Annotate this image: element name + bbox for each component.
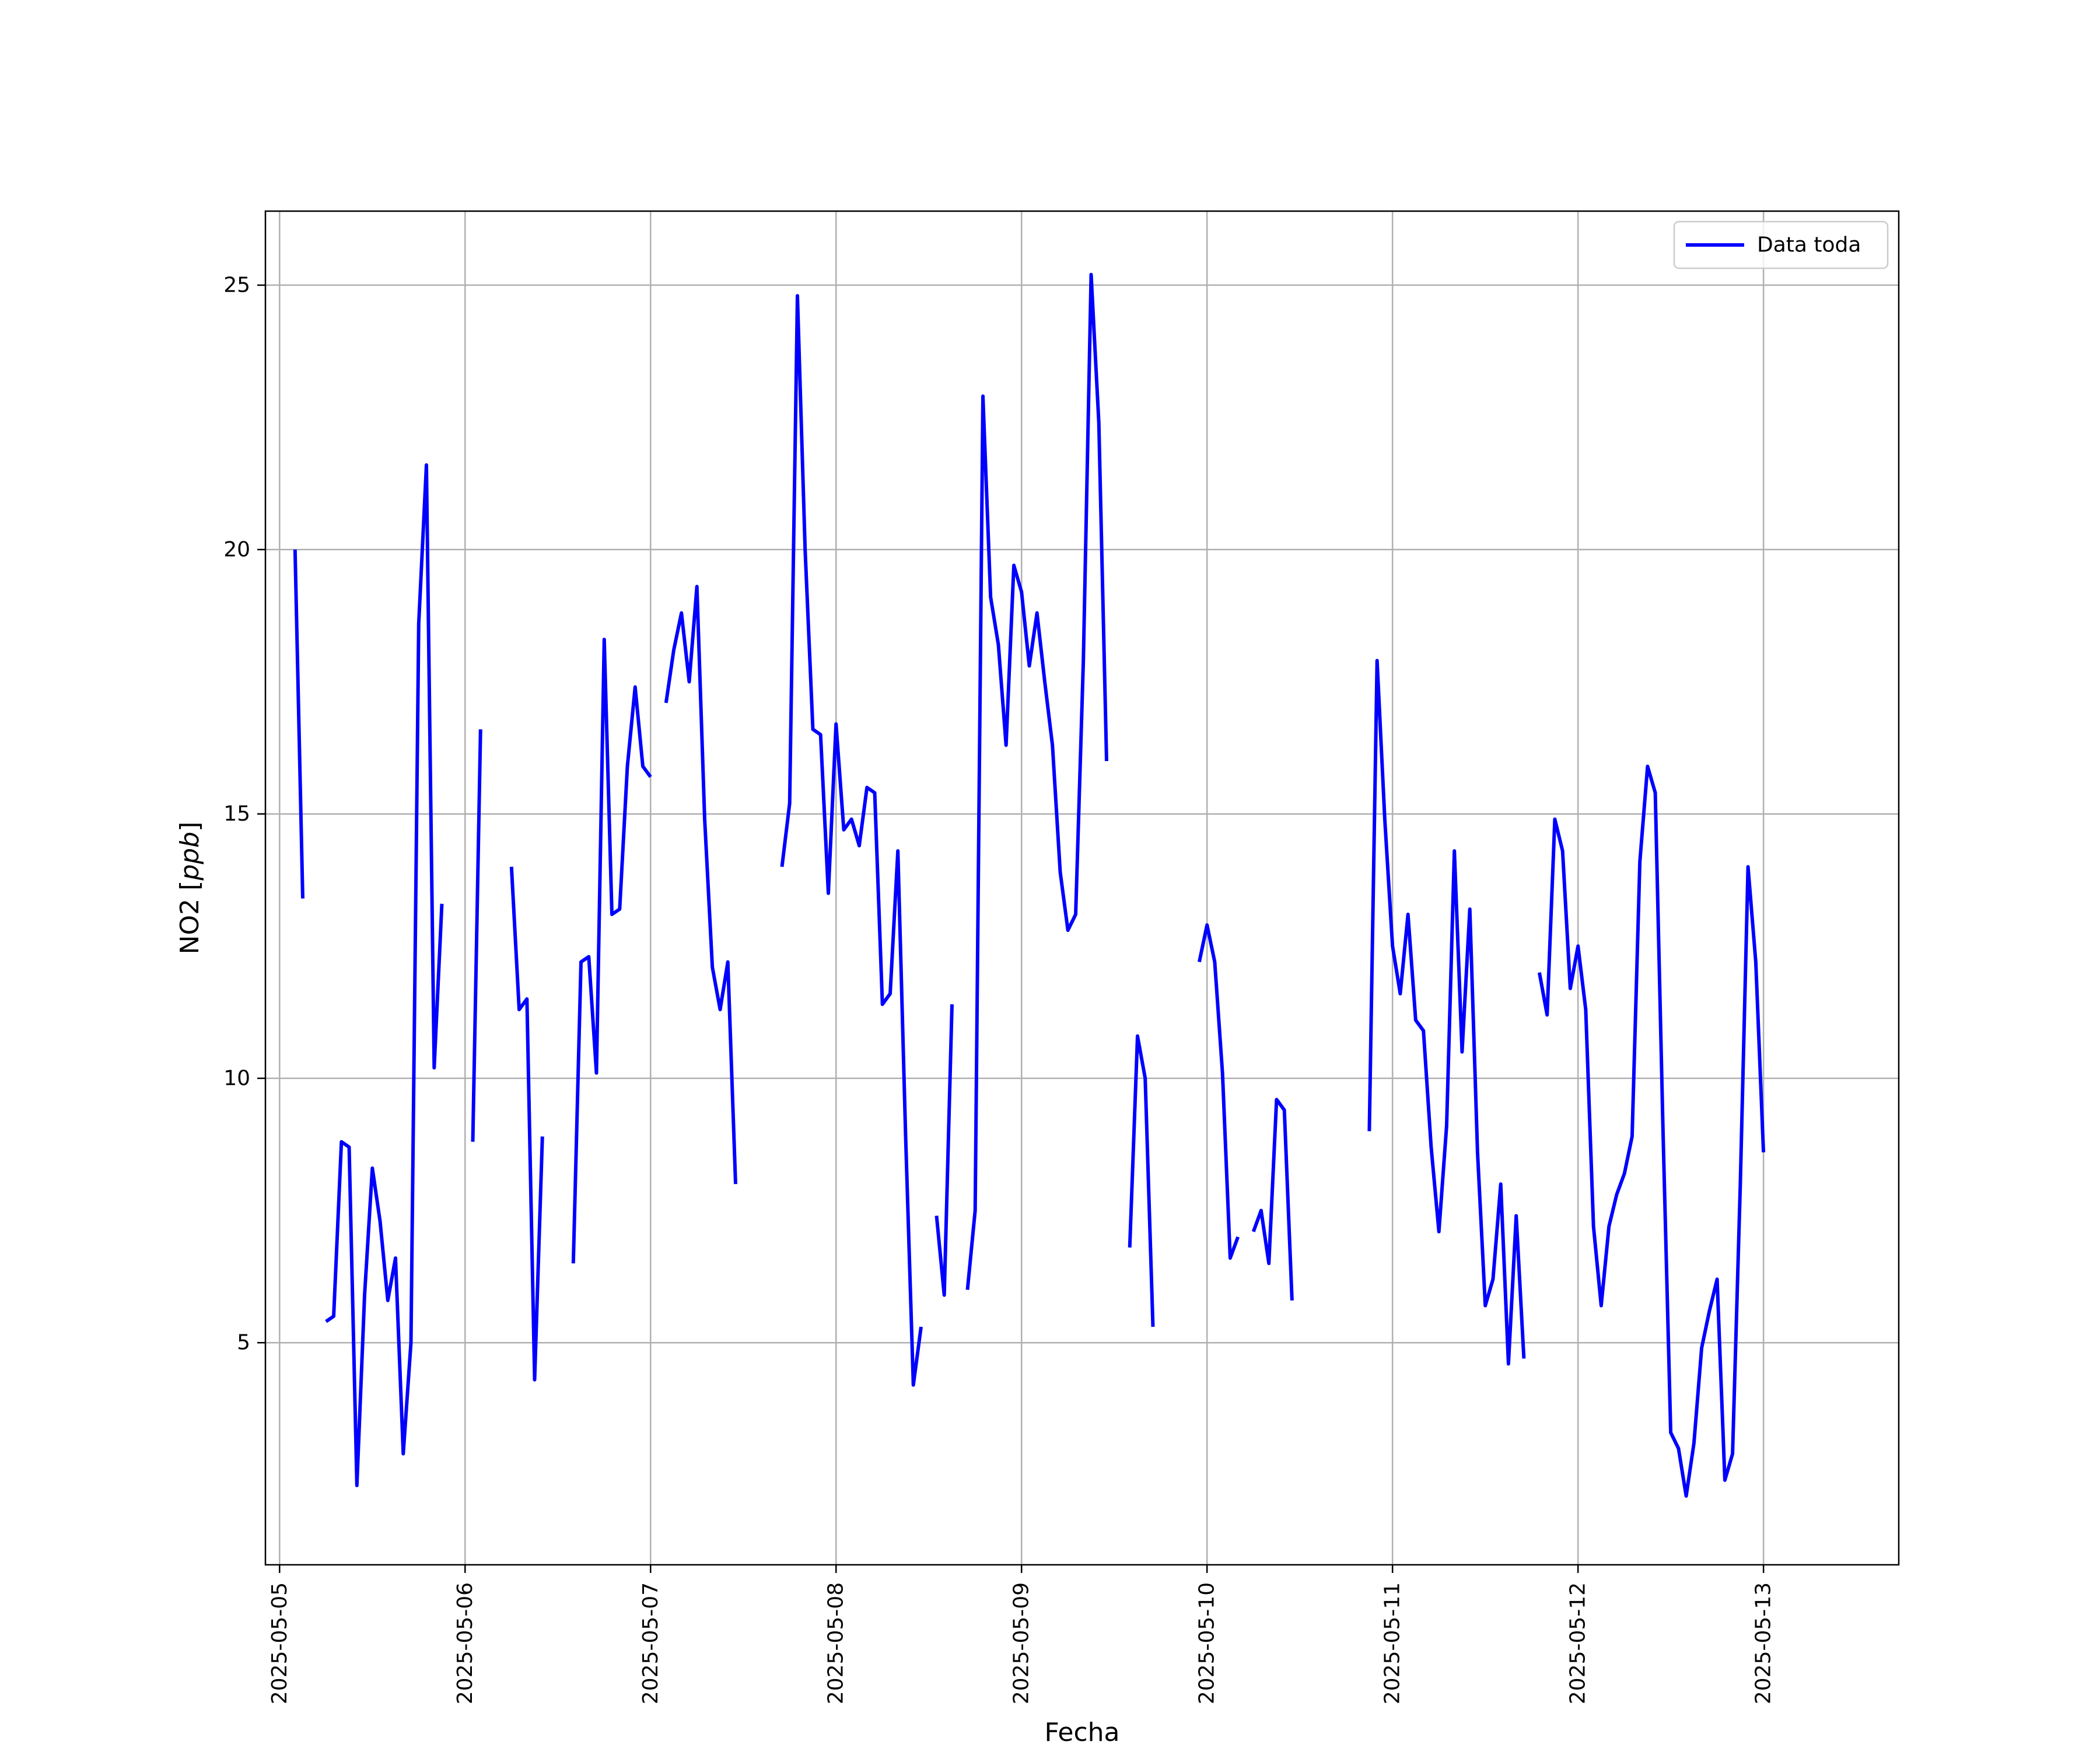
x-tick-label: 2025-05-10 [1195,1582,1219,1704]
y-axis-label-prefix: NO2 [ [175,881,205,955]
legend: Data toda [1673,220,1889,269]
grid [265,211,1899,1565]
x-tick-label: 2025-05-09 [1010,1582,1034,1704]
series-line-segment [965,272,1108,1290]
y-tick-label: 20 [223,538,250,562]
x-tick-label: 2025-05-13 [1752,1582,1776,1704]
y-tick-label: 15 [223,802,250,826]
legend-label-data-toda: Data toda [1757,233,1861,257]
y-axis-label-suffix: ] [175,822,205,832]
series-line-segment [1537,765,1766,1498]
axis-ticks: 2025-05-05 2025-05-06 2025-05-07 2025-05-08… [223,273,1775,1704]
series-line-segment [571,637,652,1264]
y-axis-label: NO2 [ppb] [175,822,205,955]
plot-area-frame [264,210,1900,1566]
y-axis-label-unit: ppb [175,832,205,881]
x-axis-label: Fecha [1044,1718,1119,1747]
series-line-segment [1367,658,1526,1366]
series-line-segment [780,294,923,1387]
x-tick-label: 2025-05-12 [1566,1582,1590,1704]
x-tick-label: 2025-05-11 [1381,1582,1405,1704]
series-line-segment [1128,1034,1155,1327]
series-line-segment [664,584,737,1185]
x-tick-label: 2025-05-05 [268,1582,292,1704]
series-line-segment [325,463,444,1487]
x-tick-label: 2025-05-06 [453,1582,477,1704]
series-lines [293,272,1766,1498]
series-line-segment [293,549,304,899]
series-line-segment [935,1004,954,1297]
y-tick-label: 5 [237,1331,250,1355]
series-line-segment [1197,923,1240,1260]
series-line-segment [471,729,482,1142]
y-tick-label: 25 [223,273,250,297]
y-tick-label: 10 [223,1066,250,1090]
series-line-segment [1251,1098,1294,1301]
series-line-segment [509,867,544,1382]
x-tick-label: 2025-05-08 [824,1582,848,1704]
legend-box [1673,220,1889,269]
x-tick-label: 2025-05-07 [639,1582,663,1704]
